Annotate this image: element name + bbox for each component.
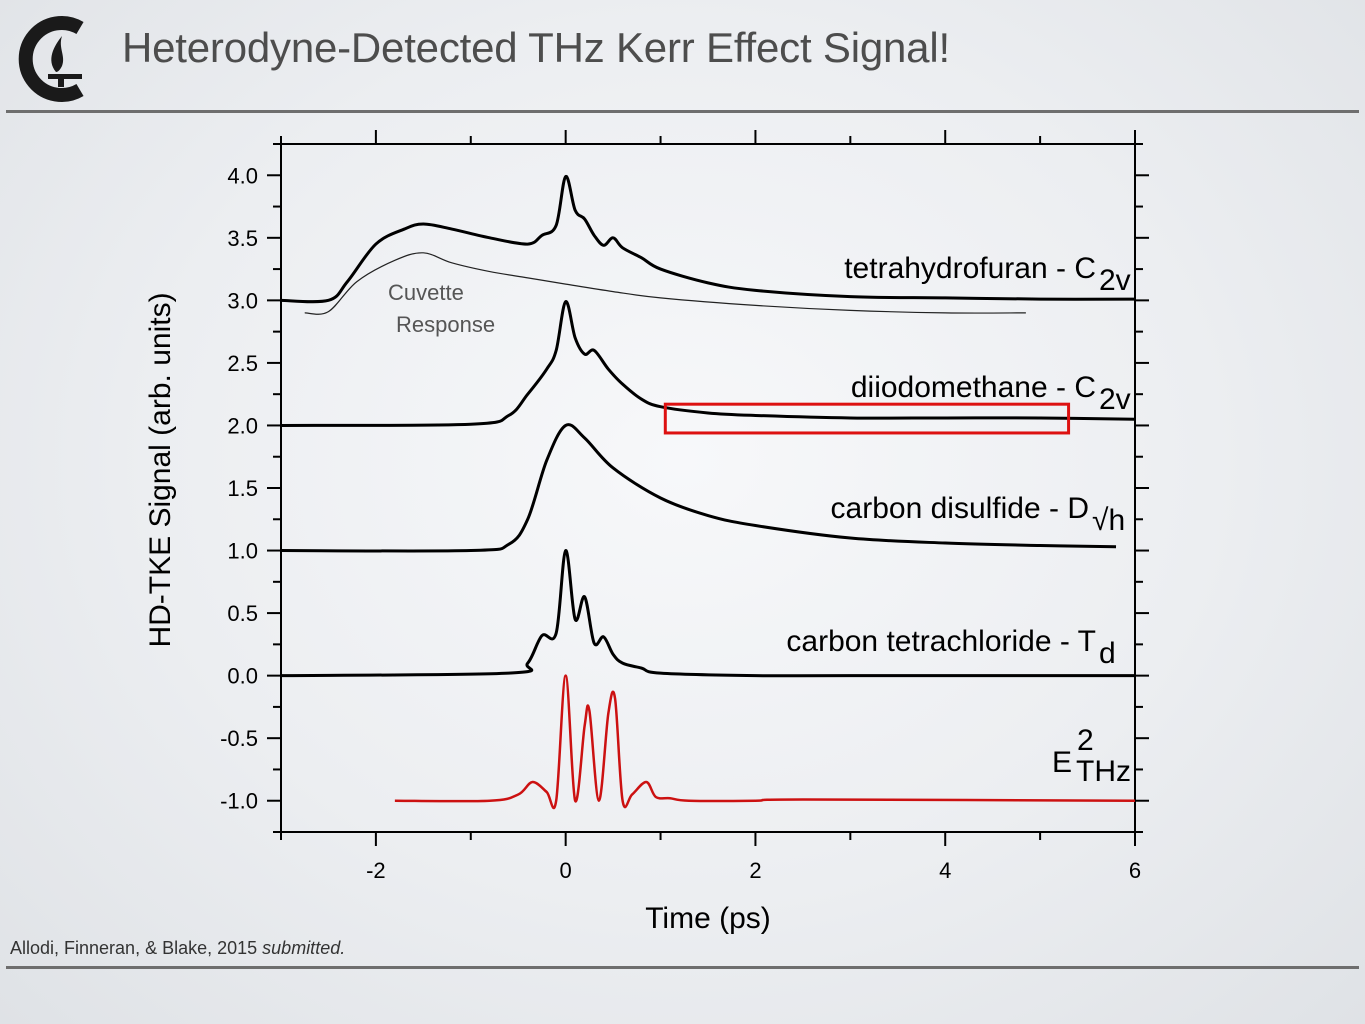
cuvette-label-line2: Response [396,312,495,337]
footer-divider [6,966,1359,969]
y-tick-label: 4.0 [227,163,258,188]
y-tick-label: 2.5 [227,351,258,376]
series-subscript-diiodomethane-c: 2v [1099,383,1131,416]
x-axis-title: Time (ps) [645,902,771,935]
series-line-cuvette-response [304,252,1026,315]
x-tick-label: -2 [366,858,386,883]
y-tick-label: 3.5 [227,226,258,251]
series-label-carbon-disulfide-d: carbon disulfide - D [831,492,1089,525]
series-label-carbon-tetrachloride-t: carbon tetrachloride - T [786,625,1096,658]
series-subscript-carbon-disulfide-d: √h [1092,504,1125,537]
plot-frame [280,143,1136,833]
y-tick-label: -1.0 [220,789,258,814]
cuvette-label-line1: Cuvette [388,280,464,305]
y-axis-title: HD-TKE Signal (arb. units) [144,292,177,647]
citation: Allodi, Finneran, & Blake, 2015 submitte… [10,938,345,959]
series-label-diiodomethane-c: diiodomethane - C [851,371,1096,404]
highlight-box [663,402,1071,435]
series-line-carbon-tetrachloride-t [280,549,1135,678]
series-line-carbon-disulfide-d [280,423,1117,553]
series-subscript-carbon-tetrachloride-t: d [1099,637,1116,670]
x-tick-label: 6 [1129,858,1141,883]
y-tick-label: -0.5 [220,726,258,751]
x-tick-label: 0 [560,858,572,883]
y-tick-label: 1.0 [227,539,258,564]
citation-authors: Allodi, Finneran, & Blake, 2015 [10,938,258,958]
e-thz-label: E [1052,746,1072,779]
header-divider [6,110,1359,113]
series-line-tetrahydrofuran-c [280,175,1136,304]
x-tick-label: 2 [749,858,761,883]
e-thz-subscript: THz [1076,755,1131,788]
citation-status: submitted. [262,938,346,958]
x-tick-label: 4 [939,858,951,883]
series-line-diiodomethane-c [280,300,1136,427]
y-tick-label: 1.5 [227,476,258,501]
series-line-e [394,674,1136,810]
series-subscript-tetrahydrofuran-c: 2v [1099,264,1131,297]
logo-icon [18,16,84,102]
y-tick-label: 0.0 [227,664,258,689]
page-title: Heterodyne-Detected THz Kerr Effect Sign… [122,24,950,71]
y-tick-label: 3.0 [227,288,258,313]
series-label-tetrahydrofuran-c: tetrahydrofuran - C [844,252,1096,285]
cuvette-response-label: Cuvette Response [388,280,495,337]
e-thz-superscript: 2 [1077,724,1094,757]
y-tick-label: 2.0 [227,413,258,438]
y-tick-label: 0.5 [227,601,258,626]
